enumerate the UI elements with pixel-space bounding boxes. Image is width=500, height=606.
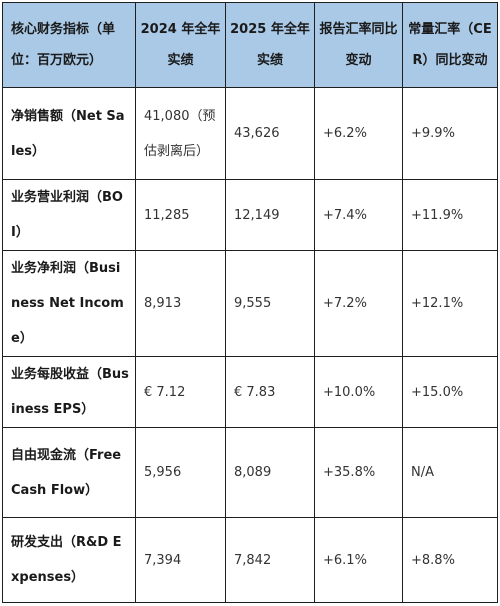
metric-cell: 业务营业利润（BOI） xyxy=(2,179,136,251)
fy2025-cell: 12,149 xyxy=(225,179,315,251)
reported-change-cell: +6.1% xyxy=(314,517,403,603)
table-row-free-cash-flow: 自由现金流（Free Cash Flow） 5,956 8,089 +35.8%… xyxy=(2,427,498,518)
reported-change-cell: +10.0% xyxy=(314,356,403,428)
fy2025-cell: 7,842 xyxy=(225,517,315,603)
header-fy2025: 2025 年全年实绩 xyxy=(225,2,315,88)
metric-cell: 净销售额（Net Sales） xyxy=(2,87,136,180)
table-body: 净销售额（Net Sales） 41,080（预估剥离后） 43,626 +6.… xyxy=(2,87,498,603)
reported-change-cell: +6.2% xyxy=(314,87,403,180)
fy2025-cell: 43,626 xyxy=(225,87,315,180)
header-row: 核心财务指标（单位：百万欧元） 2024 年全年实绩 2025 年全年实绩 报告… xyxy=(2,2,498,88)
cer-change-cell: +9.9% xyxy=(402,87,498,180)
fy2024-cell: 11,285 xyxy=(135,179,226,251)
fy2024-cell: 5,956 xyxy=(135,427,226,518)
cer-change-cell: +11.9% xyxy=(402,179,498,251)
fy2025-cell: € 7.83 xyxy=(225,356,315,428)
cer-change-cell: +12.1% xyxy=(402,250,498,357)
metric-cell: 业务每股收益（Business EPS） xyxy=(2,356,136,428)
cer-change-cell: +8.8% xyxy=(402,517,498,603)
reported-change-cell: +35.8% xyxy=(314,427,403,518)
header-metric: 核心财务指标（单位：百万欧元） xyxy=(2,2,136,88)
table-row-business-eps: 业务每股收益（Business EPS） € 7.12 € 7.83 +10.0… xyxy=(2,356,498,428)
reported-change-cell: +7.4% xyxy=(314,179,403,251)
fy2024-cell: 41,080（预估剥离后） xyxy=(135,87,226,180)
header-reported-change: 报告汇率同比变动 xyxy=(314,2,403,88)
table-header: 核心财务指标（单位：百万欧元） 2024 年全年实绩 2025 年全年实绩 报告… xyxy=(2,2,498,88)
fy2025-cell: 8,089 xyxy=(225,427,315,518)
reported-change-cell: +7.2% xyxy=(314,250,403,357)
fy2024-cell: € 7.12 xyxy=(135,356,226,428)
metric-cell: 研发支出（R&D Expenses） xyxy=(2,517,136,603)
metric-cell: 自由现金流（Free Cash Flow） xyxy=(2,427,136,518)
cer-change-cell: N/A xyxy=(402,427,498,518)
header-cer-change: 常量汇率（CER）同比变动 xyxy=(402,2,498,88)
metric-cell: 业务净利润（Business Net Income） xyxy=(2,250,136,357)
fy2025-cell: 9,555 xyxy=(225,250,315,357)
table-row-boi: 业务营业利润（BOI） 11,285 12,149 +7.4% +11.9% xyxy=(2,179,498,251)
fy2024-cell: 8,913 xyxy=(135,250,226,357)
table-row-business-net-income: 业务净利润（Business Net Income） 8,913 9,555 +… xyxy=(2,250,498,357)
cer-change-cell: +15.0% xyxy=(402,356,498,428)
fy2024-cell: 7,394 xyxy=(135,517,226,603)
header-fy2024: 2024 年全年实绩 xyxy=(135,2,226,88)
table-row-rd-expenses: 研发支出（R&D Expenses） 7,394 7,842 +6.1% +8.… xyxy=(2,517,498,603)
table-row-net-sales: 净销售额（Net Sales） 41,080（预估剥离后） 43,626 +6.… xyxy=(2,87,498,180)
